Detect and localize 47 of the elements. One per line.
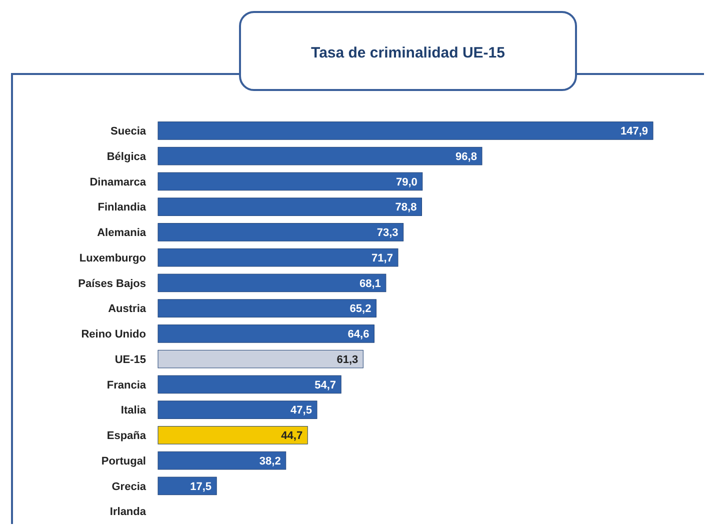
bar: [158, 426, 308, 444]
data-label: 96,8: [456, 150, 477, 163]
data-label: 73,3: [376, 227, 398, 240]
y-tick-label: Alemania: [97, 227, 147, 240]
data-label: 147,9: [620, 126, 648, 138]
y-tick-label: UE-15: [114, 354, 146, 366]
y-tick-label: Países Bajos: [78, 278, 146, 290]
data-label: 68,1: [360, 278, 381, 290]
y-tick-label: Luxemburgo: [79, 252, 146, 264]
y-tick-label: Italia: [120, 404, 147, 417]
data-label: 65,2: [350, 303, 372, 316]
y-tick-label: Bélgica: [106, 150, 147, 163]
bar: [158, 476, 217, 496]
bar: [158, 350, 364, 368]
data-label: 78,8: [395, 202, 417, 214]
data-label: 38,2: [259, 455, 281, 468]
y-tick-label: España: [106, 430, 147, 442]
y-tick-label: Austria: [108, 303, 147, 316]
y-tick-label: Dinamarca: [90, 176, 147, 188]
data-label: 44,7: [281, 430, 303, 442]
y-tick-label: Reino Unido: [81, 328, 146, 341]
data-label: 47,5: [290, 404, 312, 417]
bar: [158, 172, 423, 191]
y-tick-label: Finlandia: [98, 202, 147, 214]
chart-title: Tasa de criminalidad UE-15: [311, 44, 505, 62]
bar: [158, 324, 374, 343]
y-tick-label: Suecia: [110, 126, 147, 138]
bar: [158, 299, 376, 318]
data-label: 17,5: [190, 480, 212, 493]
bar: [158, 400, 318, 419]
data-label: 79,0: [396, 176, 418, 188]
bar: [158, 248, 398, 267]
bar: [158, 146, 482, 166]
data-label: 64,6: [348, 328, 370, 341]
data-label: 61,3: [336, 354, 358, 366]
bar: [158, 122, 654, 140]
bar: [158, 375, 342, 394]
data-label: 54,7: [314, 379, 336, 392]
bar: [158, 451, 286, 470]
data-label: 71,7: [372, 252, 393, 264]
y-tick-label: Irlanda: [110, 506, 147, 518]
bar: [158, 198, 422, 216]
y-tick-label: Portugal: [101, 455, 146, 468]
bar: [158, 274, 386, 292]
y-tick-label: Grecia: [112, 480, 147, 493]
bar: [158, 223, 404, 242]
y-tick-label: Francia: [106, 379, 147, 392]
